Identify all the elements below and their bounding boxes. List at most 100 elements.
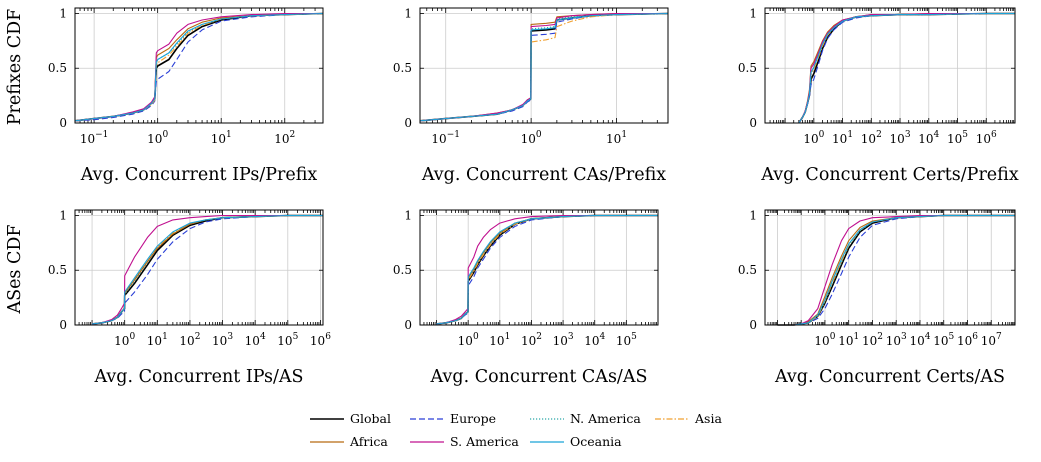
- x-tick-label: 100: [803, 130, 824, 146]
- x-tick-label: 101: [211, 130, 232, 146]
- x-tick-label: 101: [838, 332, 859, 348]
- legend-label: Global: [350, 411, 391, 426]
- x-tick-label: 106: [310, 332, 331, 348]
- x-tick-label: 100: [458, 332, 479, 348]
- panel-1: 0 0.5 1 10−1 100 101 102 Avg. Concurrent IPs/Pr…: [48, 6, 324, 185]
- x-tick-label: 102: [862, 332, 883, 348]
- x-tick-label: 102: [274, 130, 295, 146]
- y-tick-label: 1: [404, 208, 412, 222]
- x-tick-label: 104: [909, 332, 930, 348]
- series-line-oceania: [436, 214, 658, 325]
- series-line-europe: [74, 12, 324, 122]
- series-line-global: [92, 214, 323, 325]
- x-tick-label: 106: [957, 332, 978, 348]
- series-line-n-america: [74, 12, 324, 122]
- x-tick-label: 100: [147, 130, 168, 146]
- series-line-n-america: [92, 214, 323, 325]
- series-line-africa: [74, 12, 324, 122]
- x-tick-label: 10−1: [80, 130, 109, 146]
- y-tick-label: 0: [749, 116, 757, 130]
- x-tick-label: 105: [947, 130, 968, 146]
- x-tick-label: 101: [147, 332, 168, 348]
- legend-item-global: Global: [310, 411, 391, 426]
- series-line-global: [74, 12, 324, 122]
- plot-frame: [764, 209, 1016, 326]
- legend-label: Oceania: [570, 434, 622, 449]
- y-tick-label: 1: [749, 6, 757, 20]
- y-tick-label: 0: [404, 318, 412, 332]
- y-tick-label: 0: [404, 116, 412, 130]
- x-tick-label: 102: [861, 130, 882, 146]
- x-axis-label: Avg. Concurrent CAs/AS: [430, 367, 648, 387]
- y-tick-label: 0.5: [393, 263, 412, 277]
- y-tick-label: 0.5: [738, 61, 757, 75]
- x-tick-label: 103: [212, 332, 233, 348]
- x-tick-label: 103: [553, 332, 574, 348]
- y-tick-label: 0.5: [393, 61, 412, 75]
- y-tick-label: 0.5: [738, 263, 757, 277]
- y-tick-label: 1: [749, 208, 757, 222]
- series-line-oceania: [92, 214, 323, 325]
- y-tick-label: 1: [404, 6, 412, 20]
- x-tick-label: 101: [606, 130, 627, 146]
- legend-item-n-america: N. America: [530, 411, 641, 426]
- legend: Global Europe N. America Asia Africa S. Ameri…: [310, 411, 722, 449]
- series-line-asia: [92, 214, 323, 325]
- row-label-ases: ASes CDF: [5, 224, 25, 314]
- plot-frame: [419, 7, 669, 124]
- panel-3: 0 0.5 1 100 101 102 103 104 105 106 Avg. Concurren…: [738, 6, 1019, 185]
- series-line-global: [436, 214, 658, 325]
- x-tick-label: 102: [521, 332, 542, 348]
- x-tick-label: 103: [890, 130, 911, 146]
- y-tick-label: 0: [749, 318, 757, 332]
- series-line-oceania: [419, 12, 669, 122]
- legend-item-s-america: S. America: [410, 434, 519, 449]
- y-tick-label: 0.5: [48, 61, 67, 75]
- legend-item-asia: Asia: [655, 411, 722, 426]
- series-line-s-america: [436, 214, 658, 325]
- series-line-asia: [74, 12, 324, 122]
- series-line-s-america: [74, 12, 323, 122]
- panel-2: 0 0.5 1 10−1 100 101 Avg. Concurrent CAs/Prefi…: [393, 6, 669, 185]
- x-tick-label: 101: [489, 332, 510, 348]
- x-tick-label: 104: [918, 130, 939, 146]
- series-line-n-america: [436, 214, 658, 325]
- plot-frame: [419, 209, 659, 326]
- series-line-oceania: [798, 12, 1015, 124]
- y-tick-label: 0: [59, 318, 67, 332]
- legend-item-africa: Africa: [310, 434, 388, 449]
- plot-frame: [764, 7, 1016, 124]
- panel-4: 0 0.5 1 100 101 102 103 104 105 106 Avg. Concurren…: [48, 208, 331, 387]
- x-tick-label: 103: [886, 332, 907, 348]
- y-tick-label: 0.5: [48, 263, 67, 277]
- x-tick-label: 105: [277, 332, 298, 348]
- y-tick-label: 0: [59, 116, 67, 130]
- x-axis-label: Avg. Concurrent CAs/Prefix: [421, 165, 666, 185]
- legend-item-oceania: Oceania: [530, 434, 622, 449]
- x-axis-label: Avg. Concurrent IPs/Prefix: [80, 165, 318, 185]
- x-tick-label: 107: [981, 332, 1002, 348]
- series-line-europe: [436, 214, 658, 325]
- series-line-europe: [92, 214, 323, 325]
- x-tick-label: 104: [584, 332, 605, 348]
- legend-label: Asia: [694, 411, 722, 426]
- panel-6: 0 0.5 1 100 101 102 103 104 105 106 107 Avg. Concur…: [738, 208, 1016, 387]
- legend-label: Europe: [450, 411, 496, 426]
- x-tick-label: 105: [616, 332, 637, 348]
- x-axis-label: Avg. Concurrent IPs/AS: [93, 367, 303, 387]
- x-axis-label: Avg. Concurrent Certs/Prefix: [760, 165, 1019, 185]
- series-line-africa: [92, 214, 323, 325]
- series-line-africa: [436, 214, 658, 325]
- x-tick-label: 101: [832, 130, 853, 146]
- x-tick-label: 100: [114, 332, 135, 348]
- series-line-s-america: [92, 214, 323, 325]
- series-line-global: [419, 12, 669, 122]
- x-axis-label: Avg. Concurrent Certs/AS: [774, 367, 1005, 387]
- x-tick-label: 100: [521, 130, 542, 146]
- legend-item-europe: Europe: [410, 411, 496, 426]
- series-line-oceania: [74, 12, 324, 122]
- legend-label: S. America: [450, 434, 519, 449]
- x-tick-label: 10−1: [431, 130, 460, 146]
